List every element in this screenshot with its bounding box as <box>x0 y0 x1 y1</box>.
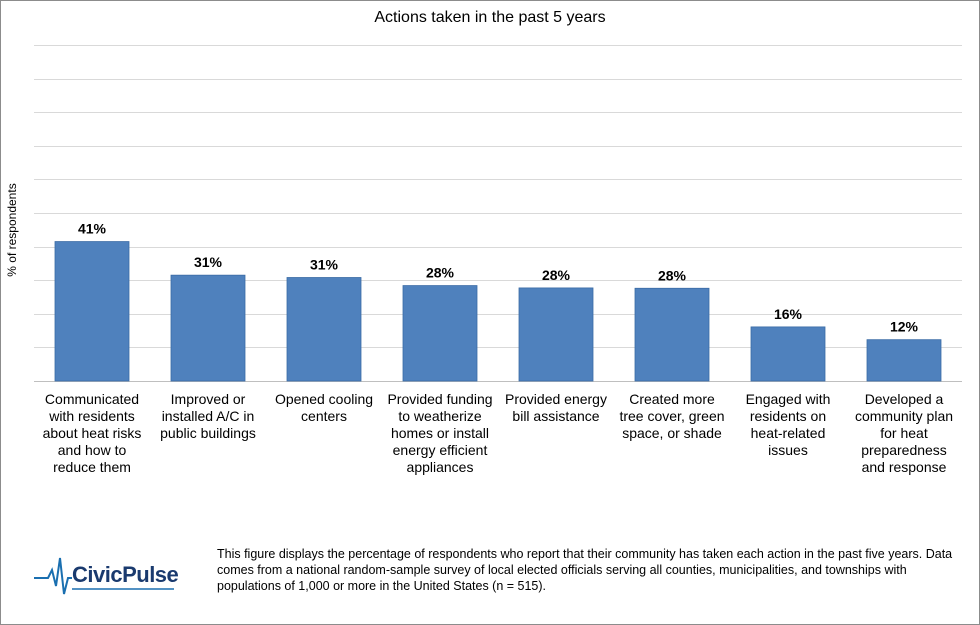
bar <box>170 274 246 382</box>
bar <box>286 277 362 382</box>
bar <box>866 339 942 382</box>
bar <box>634 287 710 382</box>
data-label: 28% <box>426 265 455 281</box>
bar <box>54 241 130 382</box>
category-label: Engaged with residents on heat-related i… <box>745 391 831 458</box>
chart-title: Actions taken in the past 5 years <box>374 9 606 26</box>
civicpulse-logo-icon <box>34 557 174 595</box>
data-label: 12% <box>890 319 919 335</box>
category-label: Opened cooling centers <box>274 391 374 424</box>
gridlines <box>34 45 962 382</box>
bar <box>750 326 826 382</box>
data-label: 28% <box>658 267 687 283</box>
bars <box>54 241 942 382</box>
data-label: 28% <box>542 267 571 283</box>
category-label: Created more tree cover, green space, or… <box>619 391 725 441</box>
data-labels: 41% 31% 31% 28% 28% 28% 16% 12% <box>78 221 919 335</box>
data-label: 16% <box>774 306 803 322</box>
data-label: 41% <box>78 221 107 237</box>
data-label: 31% <box>310 257 339 273</box>
bar-chart: 41% 31% 31% 28% 28% 28% 16% 12% <box>34 45 962 382</box>
bar <box>518 287 594 382</box>
logo-text: CivicPulse <box>72 562 179 587</box>
category-label: Communicated with residents about heat r… <box>42 391 142 475</box>
category-label: Provided energy bill assistance <box>505 391 607 424</box>
bar <box>402 285 478 382</box>
footnote: This figure displays the percentage of r… <box>217 547 953 593</box>
category-label: Developed a community plan for heat prep… <box>854 391 954 475</box>
category-label: Improved or installed A/C in public buil… <box>160 391 256 441</box>
data-label: 31% <box>194 254 223 270</box>
category-label: Provided funding to weatherize homes or … <box>387 391 493 475</box>
